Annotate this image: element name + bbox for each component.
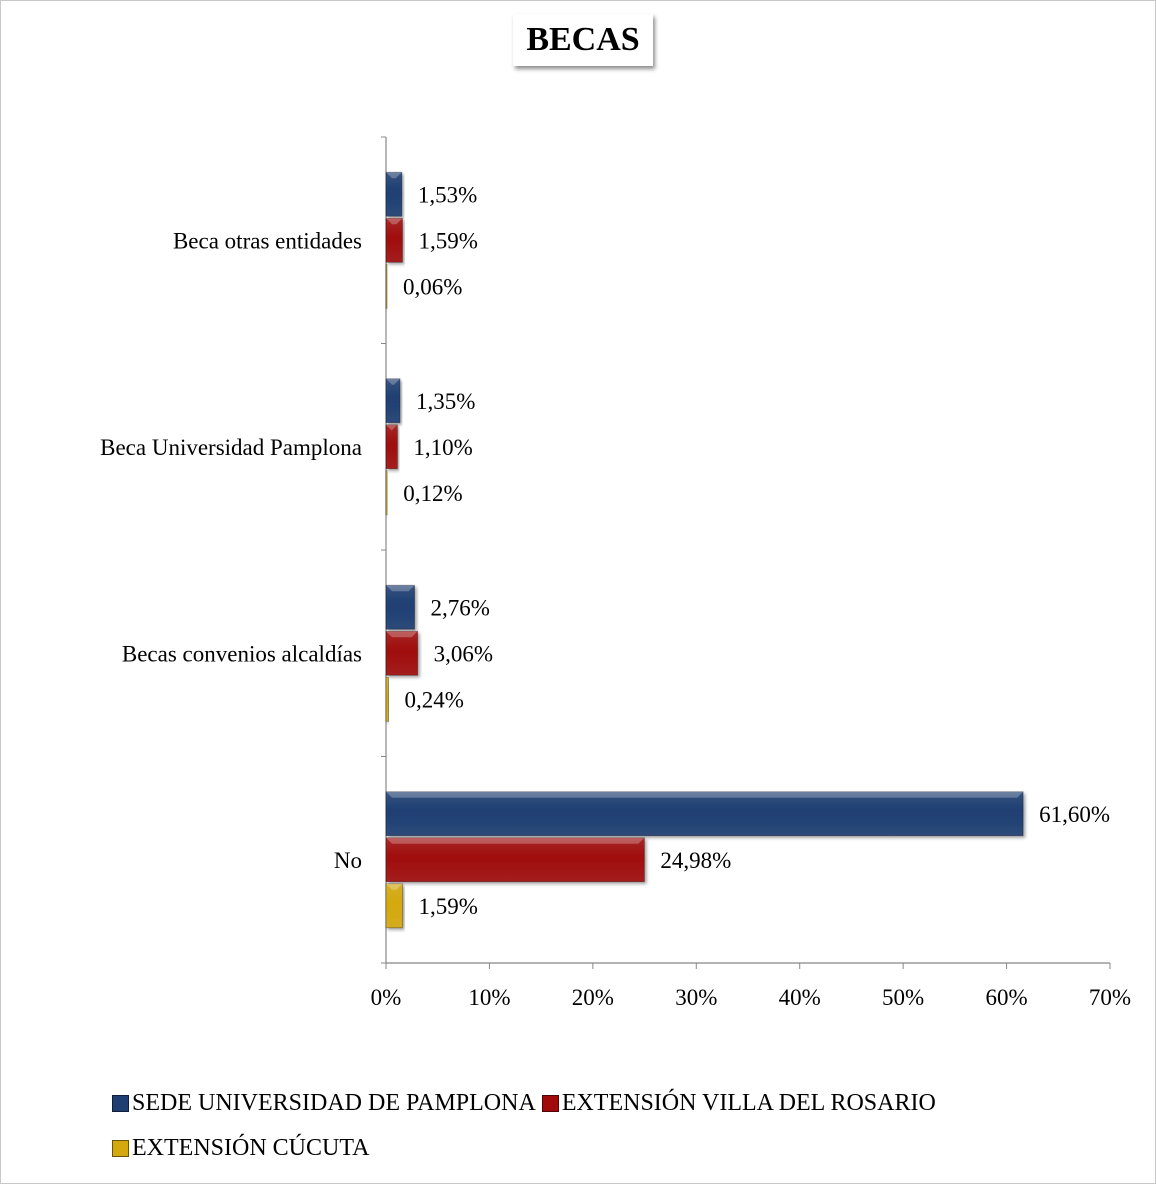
category-label: Beca otras entidades — [173, 228, 362, 253]
legend-label-sede: SEDE UNIVERSIDAD DE PAMPLONA — [132, 1090, 536, 1116]
x-tick-label: 20% — [572, 985, 614, 1010]
x-tick-label: 50% — [882, 985, 924, 1010]
bar-bevel — [386, 172, 402, 179]
data-label: 1,53% — [418, 182, 477, 207]
x-tick-label: 60% — [985, 985, 1027, 1010]
bar — [385, 883, 403, 929]
bar-bevel — [386, 585, 415, 592]
bar — [385, 217, 403, 263]
bar — [385, 424, 398, 470]
data-label: 2,76% — [431, 595, 490, 620]
data-label: 0,24% — [404, 687, 463, 712]
bar — [385, 263, 388, 309]
data-label: 1,59% — [418, 228, 477, 253]
bar-bevel — [386, 378, 400, 385]
bar — [385, 791, 1024, 837]
data-label: 24,98% — [660, 848, 731, 873]
legend-swatch-sede — [112, 1095, 129, 1112]
data-label: 1,10% — [413, 435, 472, 460]
bar — [385, 470, 388, 516]
x-tick-label: 0% — [371, 985, 402, 1010]
x-tick-label: 30% — [675, 985, 717, 1010]
x-tick-label: 40% — [779, 985, 821, 1010]
data-label: 61,60% — [1039, 802, 1110, 827]
bar — [385, 676, 389, 722]
x-tick-label: 10% — [468, 985, 510, 1010]
bar-bevel — [386, 837, 645, 844]
bar-bevel — [386, 631, 418, 638]
legend-item-cucuta: EXTENSIÓN CÚCUTA — [112, 1135, 369, 1162]
bar-bevel — [386, 218, 403, 225]
chart-title: BECAS — [513, 14, 653, 66]
data-label: 1,35% — [416, 389, 475, 414]
x-tick-label: 70% — [1089, 985, 1131, 1010]
data-label: 0,12% — [403, 481, 462, 506]
data-label: 3,06% — [434, 641, 493, 666]
legend-row-2: EXTENSIÓN CÚCUTA — [112, 1135, 375, 1162]
category-label: Beca Universidad Pamplona — [100, 435, 362, 460]
legend-swatch-cucuta — [112, 1140, 129, 1157]
bar-bevel — [386, 883, 403, 890]
category-label: Becas convenios alcaldías — [122, 641, 362, 666]
legend-label-villa-rosario: EXTENSIÓN VILLA DEL ROSARIO — [561, 1090, 936, 1116]
bar — [385, 630, 419, 676]
bar — [385, 837, 645, 883]
bar — [385, 171, 403, 217]
legend-item-villa-rosario: EXTENSIÓN VILLA DEL ROSARIO — [541, 1090, 936, 1117]
legend-row-1: SEDE UNIVERSIDAD DE PAMPLONA EXTENSIÓN V… — [112, 1090, 942, 1117]
bar — [385, 584, 415, 630]
data-label: 0,06% — [403, 274, 462, 299]
bar — [385, 378, 401, 424]
data-label: 1,59% — [418, 894, 477, 919]
legend-label-cucuta: EXTENSIÓN CÚCUTA — [132, 1135, 370, 1161]
legend-item-sede: SEDE UNIVERSIDAD DE PAMPLONA — [112, 1090, 536, 1117]
bar-bevel — [386, 791, 1024, 798]
category-label: No — [334, 848, 362, 873]
legend-swatch-villa-rosario — [541, 1095, 559, 1112]
bar-bevel — [386, 424, 398, 431]
